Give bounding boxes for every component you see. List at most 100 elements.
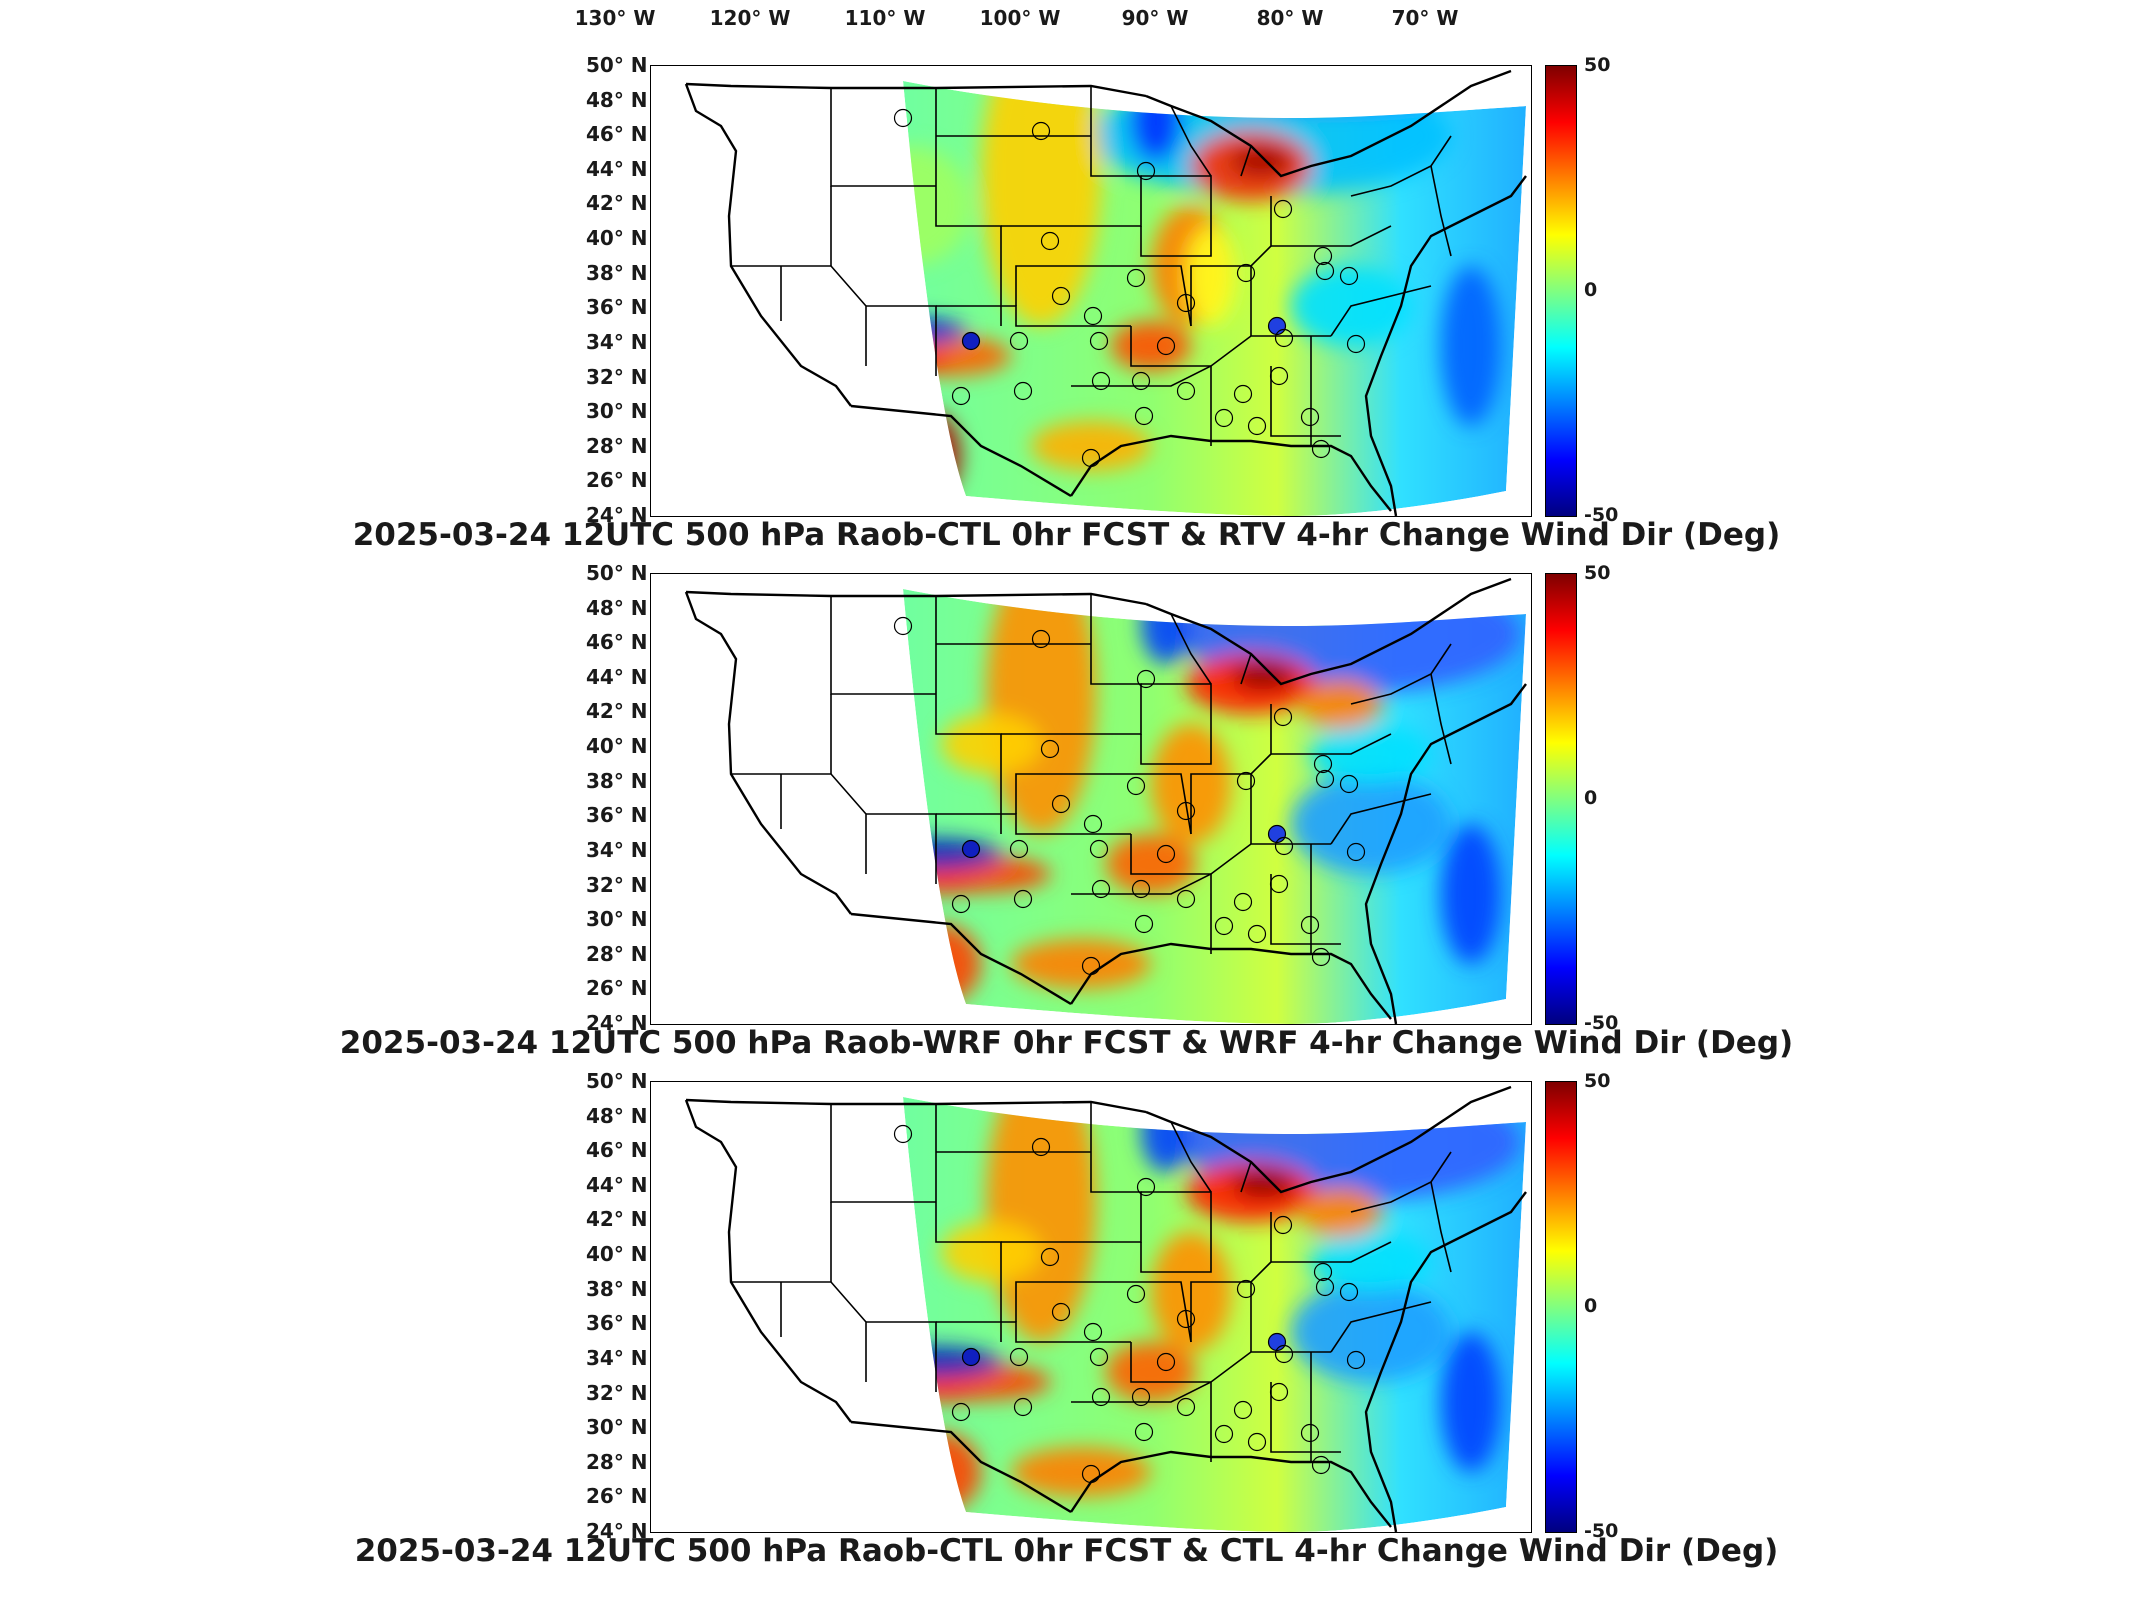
wind-direction-field	[903, 81, 1526, 516]
map-panel-ctl: 50° N 48° N 46° N 44° N 42° N 40° N 38° N 36° N…	[0, 1066, 2133, 1574]
latitude-label: 50° N	[586, 561, 648, 585]
latitude-label: 28° N	[586, 1449, 648, 1474]
latitude-label: 44° N	[586, 156, 648, 181]
latitude-label: 36° N	[586, 295, 648, 320]
raob-station-marker	[1051, 286, 1071, 306]
raob-station-marker	[1236, 771, 1256, 791]
colorbar-tick-label: -50	[1584, 1012, 1619, 1034]
state-border	[731, 1281, 867, 1382]
field-anomaly	[1141, 1097, 1191, 1172]
raob-station-marker	[1274, 1344, 1294, 1364]
raob-station-marker	[1300, 407, 1320, 427]
latitude-label: 40° N	[586, 226, 648, 251]
latitude-label: 46° N	[586, 1138, 648, 1163]
raob-station-marker	[1269, 366, 1289, 386]
raob-station-marker	[1040, 739, 1060, 759]
field-anomaly	[1301, 679, 1381, 729]
raob-station-marker	[1091, 879, 1111, 899]
longitude-label: 90° W	[1121, 6, 1189, 30]
raob-station-marker	[1176, 801, 1196, 821]
state-border	[935, 88, 1002, 326]
coastline	[1364, 1191, 1527, 1532]
raob-station-marker	[1315, 769, 1335, 789]
raob-station-marker	[1051, 794, 1071, 814]
raob-station-marker	[1131, 879, 1151, 899]
state-border	[935, 1104, 1002, 1342]
raob-station-marker	[1131, 371, 1151, 391]
latitude-label: 46° N	[586, 122, 648, 147]
raob-station-marker	[1013, 381, 1033, 401]
raob-station-marker	[1136, 1177, 1156, 1197]
coastline	[850, 912, 1072, 1006]
latitude-label: 34° N	[586, 837, 648, 862]
field-anomaly	[1111, 321, 1191, 371]
latitude-label: 38° N	[586, 260, 648, 285]
raob-station-marker	[1126, 268, 1146, 288]
raob-station-marker	[1134, 914, 1154, 934]
latitude-label: 32° N	[586, 364, 648, 389]
coastline	[685, 1098, 1147, 1114]
raob-station-marker	[1091, 1387, 1111, 1407]
latitude-label: 46° N	[586, 630, 648, 655]
latitude-label: 30° N	[586, 1415, 648, 1440]
raob-station-marker	[1313, 1262, 1333, 1282]
raob-station-marker	[1267, 824, 1287, 844]
coastline	[1145, 577, 1512, 686]
colorbar-tick-label: 0	[1584, 1295, 1598, 1317]
state-border	[1271, 1241, 1392, 1263]
colorbar-tick-label: -50	[1584, 504, 1619, 526]
state-border	[866, 813, 937, 884]
raob-station-marker	[1273, 199, 1293, 219]
raob-station-marker	[1009, 839, 1029, 859]
raob-station-marker	[1013, 889, 1033, 909]
panel-title: 2025-03-24 12UTC 500 hPa Raob-CTL 0hr FC…	[352, 517, 1781, 553]
raob-station-marker	[1083, 1322, 1103, 1342]
raob-station-marker	[1176, 381, 1196, 401]
raob-station-marker	[1313, 754, 1333, 774]
raob-station-marker	[951, 386, 971, 406]
state-border	[1170, 105, 1212, 177]
map-svg	[684, 69, 1527, 516]
field-anomaly	[1011, 1447, 1151, 1497]
raob-station-marker	[961, 839, 981, 859]
map-svg	[684, 577, 1527, 1024]
raob-station-marker	[1247, 1432, 1267, 1452]
state-border	[1350, 1151, 1452, 1213]
raob-station-marker	[1013, 1397, 1033, 1417]
state-border	[1130, 326, 1211, 367]
state-border	[1330, 285, 1432, 337]
boundaries	[684, 577, 1527, 1024]
raob-station-marker	[1247, 924, 1267, 944]
longitude-label: 80° W	[1256, 6, 1324, 30]
field-anomaly	[1291, 1282, 1451, 1382]
latitude-label: 32° N	[586, 1380, 648, 1405]
state-border	[936, 305, 1131, 327]
latitude-label: 48° N	[586, 87, 648, 112]
latitude-label: 34° N	[586, 329, 648, 354]
map-frame	[650, 573, 1532, 1025]
raob-station-marker	[1081, 956, 1101, 976]
map-panel-wrf: 50° N 48° N 46° N 44° N 42° N 40° N 38° N 36° N…	[0, 558, 2133, 1066]
raob-station-marker	[1267, 1332, 1287, 1352]
coastline	[1145, 1085, 1512, 1194]
colorbar-tick-label: -50	[1584, 1520, 1619, 1542]
raob-station-marker	[1236, 263, 1256, 283]
field-anomaly	[1441, 266, 1501, 426]
state-border	[1240, 1161, 1252, 1193]
raob-station-marker	[1136, 161, 1156, 181]
coastline	[1364, 175, 1527, 516]
state-border	[1270, 874, 1341, 945]
raob-station-marker	[1040, 231, 1060, 251]
state-border	[830, 88, 936, 187]
raob-station-marker	[1269, 874, 1289, 894]
field-anomaly	[1441, 1332, 1501, 1472]
colorbar-tick-label: 50	[1584, 54, 1611, 76]
coastline	[1070, 942, 1392, 1020]
state-border	[1430, 165, 1452, 257]
raob-station-marker	[1300, 1423, 1320, 1443]
field-anomaly	[1441, 824, 1501, 964]
raob-station-marker	[961, 331, 981, 351]
raob-station-marker	[1156, 336, 1176, 356]
raob-station-marker	[1089, 839, 1109, 859]
raob-station-marker	[1233, 1400, 1253, 1420]
